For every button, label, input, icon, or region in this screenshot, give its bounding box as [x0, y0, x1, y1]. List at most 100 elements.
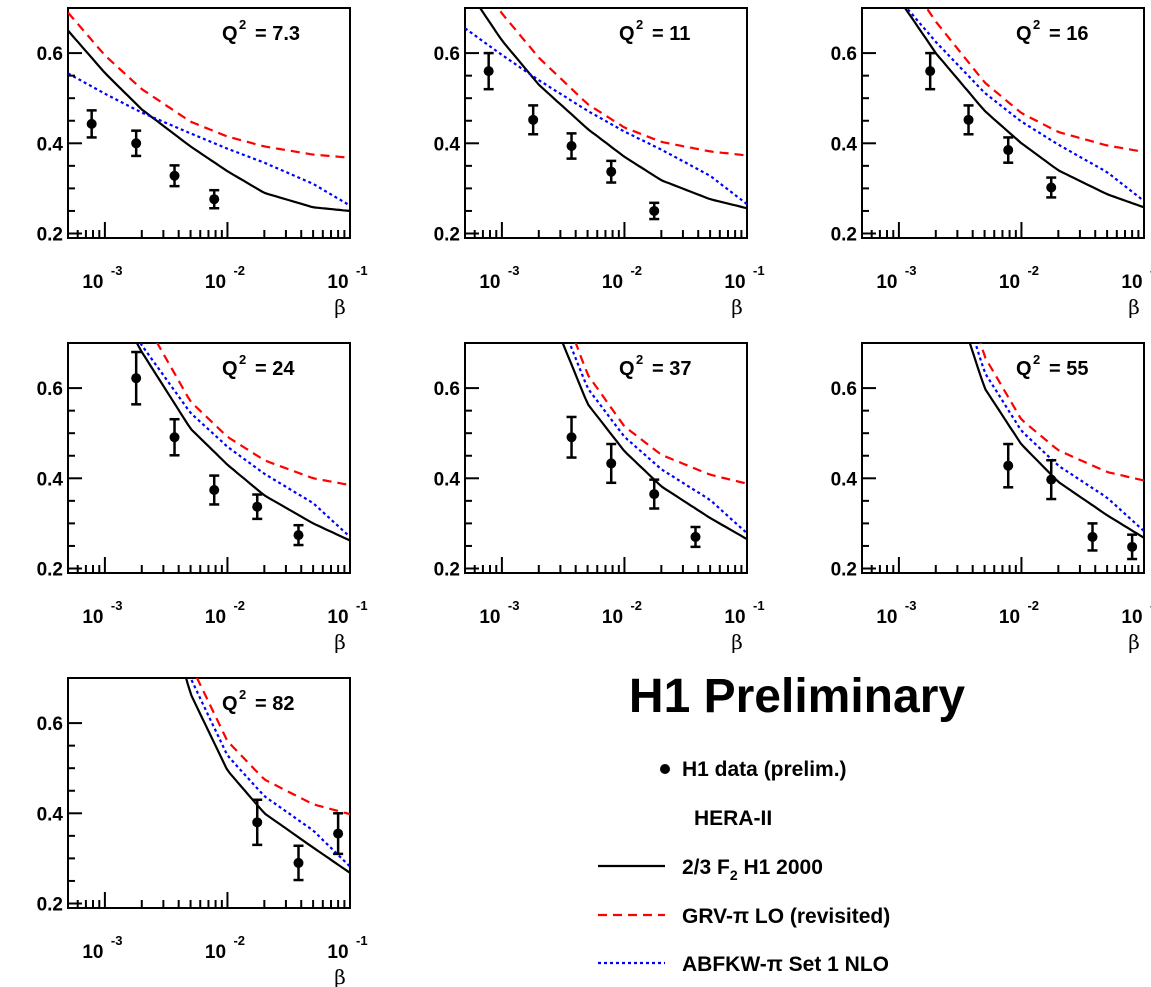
y-tick-label: 0.6 [831, 44, 857, 65]
x-tick-exponent: -2 [1027, 598, 1039, 613]
x-tick-exponent: -2 [630, 263, 642, 278]
data-point [252, 817, 263, 828]
y-tick-label: 0.4 [434, 469, 461, 490]
series-line-abfkw [974, 343, 1144, 532]
series-line-abfkw [189, 678, 350, 868]
legend-label-abfkw: ABFKW-π Set 1 NLO [682, 953, 889, 976]
y-tick-label: 0.4 [37, 134, 64, 155]
x-axis-label: β [334, 630, 346, 654]
series-line-grv [925, 8, 1144, 153]
x-tick-label: 10 [1121, 607, 1142, 628]
y-tick-label: 0.6 [434, 44, 460, 65]
data-point [690, 531, 701, 542]
panel-7: 0.2 0.4 0.6 10 -3 10 -2 10 -1 β Q 2 = 82 [37, 677, 368, 987]
x-tick-label: 10 [876, 607, 897, 628]
panel-frame [67, 342, 351, 574]
y-tick-label: 0.2 [434, 559, 460, 580]
x-tick-label: 10 [82, 272, 103, 293]
series-line-abfkw [568, 343, 747, 535]
series-line-grv [574, 343, 747, 485]
q2-superscript: 2 [239, 352, 246, 367]
data-point [1087, 531, 1098, 542]
x-tick-label: 10 [602, 272, 623, 293]
data-point [649, 205, 660, 216]
series-line-f2 [561, 343, 747, 541]
x-tick-label: 10 [205, 272, 226, 293]
panel-frame [67, 7, 351, 239]
y-tick-label: 0.2 [37, 559, 63, 580]
legend: H1 data (prelim.) HERA-II 2/3 F2 H1 2000 GR… [598, 758, 890, 976]
series-line-f2 [135, 343, 350, 542]
x-tick-label: 10 [327, 607, 348, 628]
preliminary-label: H1 Preliminary [629, 670, 965, 723]
data-point [483, 66, 494, 77]
q2-value: = 16 [1049, 23, 1088, 45]
q2-value: = 82 [255, 693, 294, 715]
x-tick-exponent: -3 [111, 263, 123, 278]
x-tick-exponent: -1 [753, 263, 765, 278]
q2-label: Q [222, 358, 238, 380]
x-tick-exponent: -1 [356, 933, 368, 948]
x-axis-label: β [334, 295, 346, 319]
x-tick-exponent: -2 [233, 263, 245, 278]
x-tick-label: 10 [999, 272, 1020, 293]
x-tick-exponent: -2 [630, 598, 642, 613]
y-tick-label: 0.2 [831, 224, 857, 245]
x-axis-label: β [1128, 630, 1140, 654]
x-tick-label: 10 [479, 272, 500, 293]
data-point [566, 432, 577, 443]
q2-value: = 24 [255, 358, 295, 380]
panel-4: 0.2 0.4 0.6 10 -3 10 -2 10 -1 β Q 2 = 24 [37, 342, 368, 654]
x-tick-exponent: -2 [233, 598, 245, 613]
q2-label: Q [222, 23, 238, 45]
x-tick-exponent: -3 [111, 598, 123, 613]
x-tick-exponent: -3 [508, 598, 520, 613]
q2-superscript: 2 [239, 687, 246, 702]
x-tick-exponent: -1 [356, 263, 368, 278]
q2-value: = 11 [652, 23, 690, 45]
x-tick-exponent: -3 [905, 263, 917, 278]
y-tick-label: 0.6 [831, 379, 857, 400]
x-tick-label: 10 [82, 607, 103, 628]
series-line-grv [155, 343, 350, 487]
q2-value: = 55 [1049, 358, 1088, 380]
x-axis-label: β [334, 965, 346, 987]
series-line-abfkw [139, 343, 350, 538]
y-tick-label: 0.6 [37, 44, 63, 65]
data-point [606, 166, 617, 177]
x-axis-label: β [731, 630, 743, 654]
y-tick-label: 0.6 [37, 379, 63, 400]
series-line-abfkw [68, 72, 350, 207]
data-point [566, 141, 577, 151]
q2-superscript: 2 [1033, 17, 1040, 32]
data-point [963, 114, 974, 125]
data-point [1046, 474, 1057, 485]
series-line-f2 [478, 8, 747, 210]
series-line-grv [496, 8, 747, 157]
x-tick-exponent: -3 [111, 933, 123, 948]
data-point [86, 118, 97, 129]
q2-superscript: 2 [636, 352, 643, 367]
x-tick-label: 10 [999, 607, 1020, 628]
data-point [169, 432, 180, 443]
x-tick-exponent: -1 [356, 598, 368, 613]
y-tick-label: 0.2 [434, 224, 460, 245]
x-tick-label: 10 [205, 942, 226, 963]
q2-superscript: 2 [1033, 352, 1040, 367]
data-point [1127, 541, 1138, 552]
y-tick-label: 0.4 [37, 804, 64, 825]
x-tick-exponent: -3 [508, 263, 520, 278]
data-point [1046, 182, 1057, 193]
x-tick-exponent: -1 [753, 598, 765, 613]
q2-label: Q [222, 693, 238, 715]
series-line-grv [979, 343, 1144, 482]
y-tick-label: 0.2 [831, 559, 857, 580]
x-tick-label: 10 [602, 607, 623, 628]
q2-value: = 37 [652, 358, 691, 380]
q2-superscript: 2 [636, 17, 643, 32]
x-tick-exponent: -3 [905, 598, 917, 613]
data-point [1003, 145, 1014, 156]
data-point [252, 501, 263, 512]
